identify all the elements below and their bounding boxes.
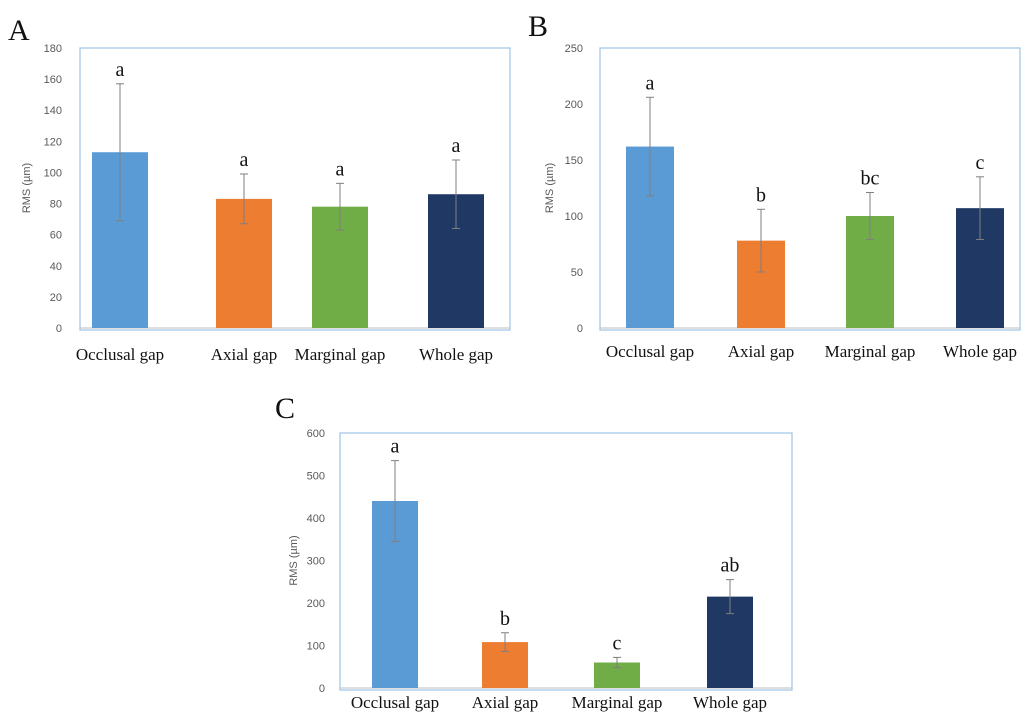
significance-label: ab (721, 555, 740, 577)
y-tick-label: 140 (44, 105, 62, 117)
y-tick-label: 20 (50, 292, 62, 304)
plot-frame (79, 47, 511, 331)
significance-label: a (452, 135, 461, 157)
y-tick-label: 250 (565, 43, 583, 55)
y-tick-label: 300 (307, 556, 325, 568)
plot-frame (599, 47, 1021, 331)
significance-label: bc (861, 167, 880, 189)
y-tick-label: 500 (307, 471, 325, 483)
significance-label: b (756, 184, 766, 206)
y-tick-label: 100 (565, 211, 583, 223)
y-tick-label: 100 (44, 167, 62, 179)
significance-label: a (336, 158, 345, 180)
y-tick-label: 0 (56, 323, 62, 335)
chart-panel-a: A 0 20 40 60 80 100 120 140 160 180 RMS (µm) a Occlus… (8, 14, 511, 364)
significance-label: a (391, 436, 400, 458)
chart-panel-c: C 0 100 200 300 400 500 600 RMS (µm) a Occlusal ga… (275, 392, 793, 712)
significance-label: a (116, 59, 125, 81)
y-tick-label: 200 (307, 598, 325, 610)
x-tick-label: Occlusal gap (606, 342, 694, 361)
x-tick-label: Whole gap (693, 693, 767, 712)
x-tick-label: Marginal gap (572, 693, 663, 712)
x-tick-label: Whole gap (419, 345, 493, 364)
panel-letter: C (275, 392, 295, 425)
y-tick-label: 150 (565, 155, 583, 167)
x-tick-label: Occlusal gap (76, 345, 164, 364)
y-tick-label: 40 (50, 261, 62, 273)
y-tick-label: 600 (307, 428, 325, 440)
significance-label: a (646, 72, 655, 94)
x-tick-label: Marginal gap (825, 342, 916, 361)
y-tick-label: 400 (307, 513, 325, 525)
y-tick-label: 180 (44, 43, 62, 55)
y-tick-label: 80 (50, 199, 62, 211)
significance-label: a (240, 149, 249, 171)
y-tick-label: 0 (577, 323, 583, 335)
plot-frame (339, 432, 793, 691)
y-axis-label: RMS (µm) (544, 163, 556, 213)
significance-label: c (976, 152, 985, 174)
y-tick-label: 0 (319, 683, 325, 695)
x-tick-label: Axial gap (211, 345, 278, 364)
significance-label: c (613, 632, 622, 654)
x-tick-label: Axial gap (472, 693, 539, 712)
x-tick-label: Whole gap (943, 342, 1017, 361)
x-tick-label: Occlusal gap (351, 693, 439, 712)
panel-letter: B (528, 10, 548, 43)
y-axis-label: RMS (µm) (288, 535, 300, 585)
y-axis-label: RMS (µm) (21, 163, 33, 213)
x-tick-label: Marginal gap (295, 345, 386, 364)
panel-letter: A (8, 14, 30, 47)
chart-panel-b: B 0 50 100 150 200 250 RMS (µm) a Occlusal gap b Ax… (528, 10, 1021, 361)
y-tick-label: 100 (307, 641, 325, 653)
y-tick-label: 60 (50, 230, 62, 242)
x-tick-label: Axial gap (728, 342, 795, 361)
y-tick-label: 120 (44, 136, 62, 148)
significance-label: b (500, 608, 510, 630)
y-tick-label: 200 (565, 99, 583, 111)
y-tick-label: 160 (44, 74, 62, 86)
y-tick-label: 50 (571, 267, 583, 279)
